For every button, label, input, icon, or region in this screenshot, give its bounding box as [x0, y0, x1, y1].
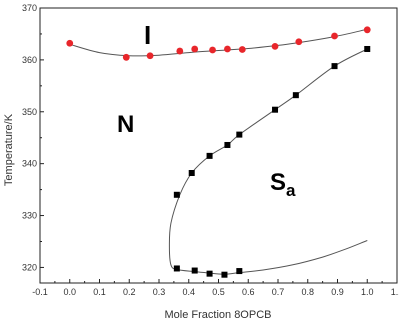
- y-tick-label: 370: [22, 3, 37, 13]
- data-point-square: [206, 152, 213, 159]
- y-tick-label: 350: [22, 107, 37, 117]
- data-point-circle: [146, 52, 154, 60]
- x-tick-label: 0.3: [153, 287, 166, 297]
- data-point-circle: [176, 47, 184, 55]
- data-point-circle: [66, 39, 74, 47]
- x-tick-label: 0.4: [182, 287, 195, 297]
- data-point-circle: [271, 42, 279, 50]
- data-point-square: [292, 92, 299, 99]
- data-points: [66, 26, 371, 278]
- data-point-circle: [224, 45, 231, 53]
- data-point-square: [206, 270, 213, 277]
- fit-curve-2: [168, 48, 368, 275]
- phase-label-nematic: N: [117, 111, 134, 138]
- x-tick-label: 0.7: [272, 287, 285, 297]
- data-point-square: [188, 170, 195, 176]
- data-point-circle: [191, 45, 199, 53]
- x-axis-title: Mole Fraction 8OPCB: [165, 309, 272, 321]
- data-point-circle: [363, 26, 371, 34]
- x-tick-label: 0.9: [331, 287, 344, 297]
- x-tick-label: 0.8: [301, 287, 314, 297]
- data-point-square: [236, 268, 243, 275]
- fit-curves: [69, 28, 368, 275]
- x-tick-label: 1.0: [361, 287, 374, 297]
- y-tick-label: 360: [22, 55, 37, 65]
- data-point-square: [173, 265, 180, 272]
- data-point-circle: [331, 32, 338, 40]
- data-point-square: [364, 45, 371, 52]
- data-point-circle: [238, 46, 246, 53]
- fit-curve-1: [69, 28, 368, 57]
- phase-label-smectic-main: S: [270, 169, 286, 196]
- data-point-square: [173, 191, 180, 198]
- data-point-square: [224, 141, 231, 148]
- x-tick-label: 0.6: [242, 287, 255, 297]
- phase-label-smectic-subscript: a: [286, 181, 296, 200]
- data-point-circle: [122, 53, 130, 61]
- y-axis-ticks: 320 330 340 350 360 370: [22, 3, 44, 272]
- data-point-square: [272, 106, 279, 113]
- x-tick-label: 1.1: [391, 287, 399, 297]
- data-point-square: [221, 271, 228, 278]
- data-point-square: [236, 131, 243, 138]
- y-tick-label: 330: [22, 211, 37, 221]
- x-tick-label: -0.1: [32, 287, 48, 297]
- y-axis-title: Temperature/K: [3, 113, 15, 186]
- data-point-circle: [209, 46, 216, 54]
- x-tick-label: 0.0: [63, 287, 76, 297]
- x-axis-ticks: -0.1 0.0 0.1 0.2 0.3 0.4 0.5 0.6 0.7 0.8 0.9 1.0 1.1: [32, 279, 399, 297]
- x-tick-label: 0.1: [93, 287, 106, 297]
- y-tick-label: 320: [22, 262, 37, 272]
- data-point-square: [331, 63, 338, 70]
- data-point-circle: [295, 38, 303, 46]
- phase-label-isotropic: I: [144, 20, 151, 50]
- y-tick-label: 340: [22, 159, 37, 169]
- x-tick-label: 0.2: [123, 287, 136, 297]
- x-tick-label: 0.5: [212, 287, 225, 297]
- phase-label-smectic: Sa: [270, 169, 296, 200]
- plot-frame: [39, 7, 398, 284]
- data-point-square: [191, 267, 198, 274]
